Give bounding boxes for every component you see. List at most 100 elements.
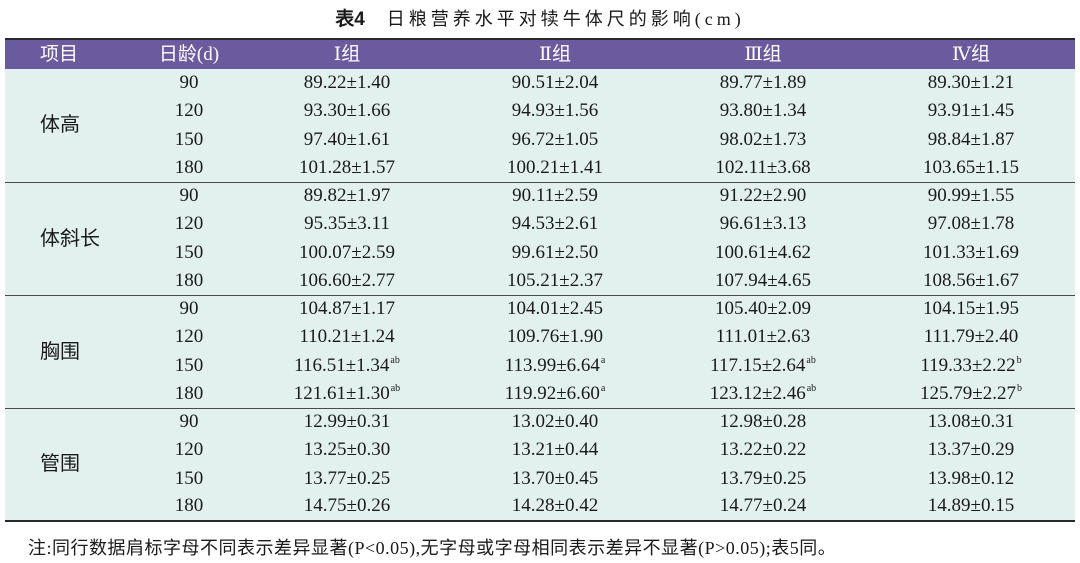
value-cell-group-2: 13.21±0.44 xyxy=(451,436,659,465)
value-cell-group-2: 90.11±2.59 xyxy=(451,181,659,211)
value-cell-group-3: 107.94±4.65 xyxy=(659,266,867,295)
value-cell-group-3: 100.61±4.62 xyxy=(659,238,867,267)
cell-value: 117.15±2.64 xyxy=(710,354,806,376)
value-cell-group-2: 94.53±2.61 xyxy=(451,210,659,239)
row-group-label: 体高 xyxy=(5,69,135,182)
significance-superscript: b xyxy=(1016,355,1022,367)
value-cell-group-4: 89.30±1.21 xyxy=(867,69,1075,98)
value-cell-group-2: 100.21±1.41 xyxy=(451,153,659,182)
cell-value: 121.61±1.30 xyxy=(293,382,390,404)
row-group-label: 管围 xyxy=(5,407,135,521)
value-cell-group-4: 101.33±1.69 xyxy=(867,238,1075,267)
value-cell-group-1: 110.21±1.24 xyxy=(243,323,451,352)
day-cell: 180 xyxy=(135,379,243,408)
table-row: 胸围 90 104.87±1.17 104.01±2.45 105.40±2.0… xyxy=(5,294,1075,408)
value-cell-group-2: 104.01±2.45 xyxy=(451,294,659,324)
value-cell-group-1: 121.61±1.30ab xyxy=(243,379,451,408)
value-cell-group-3: 98.02±1.73 xyxy=(659,125,867,154)
value-cell-group-1: 89.82±1.97 xyxy=(243,181,451,211)
day-cell: 150 xyxy=(135,125,243,154)
column-header-group-3: Ⅲ组 xyxy=(659,39,867,69)
value-cell-group-2: 90.51±2.04 xyxy=(451,69,659,98)
table-row: 120 110.21±1.24 109.76±1.90 111.01±2.63 … xyxy=(5,323,1075,352)
value-cell-group-2: 109.76±1.90 xyxy=(451,323,659,352)
value-cell-group-4: 97.08±1.78 xyxy=(867,210,1075,239)
day-cell: 150 xyxy=(135,351,243,380)
value-cell-group-4: 93.91±1.45 xyxy=(867,97,1075,126)
value-cell-group-1: 104.87±1.17 xyxy=(243,294,451,324)
day-cell: 180 xyxy=(135,266,243,295)
cell-value: 116.51±1.34 xyxy=(294,354,390,376)
day-cell: 90 xyxy=(135,407,243,437)
table-row: 180 101.28±1.57 100.21±1.41 102.11±3.68 … xyxy=(5,153,1075,182)
value-cell-group-1: 95.35±3.11 xyxy=(243,210,451,239)
significance-superscript: ab xyxy=(390,383,401,395)
table-row: 体斜长 90 89.82±1.97 90.11±2.59 91.22±2.90 … xyxy=(5,181,1075,295)
significance-superscript: ab xyxy=(806,383,817,395)
value-cell-group-1: 93.30±1.66 xyxy=(243,97,451,126)
row-group-chest-girth: 胸围 90 104.87±1.17 104.01±2.45 105.40±2.0… xyxy=(5,294,1075,408)
table-footnote: 注:同行数据肩标字母不同表示差异显著(P<0.05),无字母或字母相同表示差异不… xyxy=(28,538,837,558)
value-cell-group-4: 13.37±0.29 xyxy=(867,436,1075,465)
row-group-label: 体斜长 xyxy=(5,181,135,295)
value-cell-group-4: 13.98±0.12 xyxy=(867,464,1075,493)
value-cell-group-1: 116.51±1.34ab xyxy=(243,351,451,380)
value-cell-group-2: 113.99±6.64a xyxy=(451,351,659,380)
table-title: 日粮营养水平对犊牛体尺的影响(cm) xyxy=(386,9,745,29)
table-row: 180 14.75±0.26 14.28±0.42 14.77±0.24 14.… xyxy=(5,492,1075,521)
value-cell-group-3: 91.22±2.90 xyxy=(659,181,867,211)
significance-superscript: ab xyxy=(806,355,816,367)
day-cell: 120 xyxy=(135,436,243,465)
value-cell-group-1: 13.25±0.30 xyxy=(243,436,451,465)
row-group-body-height: 体高 90 89.22±1.40 90.51±2.04 89.77±1.89 8… xyxy=(5,69,1075,182)
cell-value: 119.33±2.22 xyxy=(920,354,1016,376)
value-cell-group-4: 90.99±1.55 xyxy=(867,181,1075,211)
value-cell-group-4: 108.56±1.67 xyxy=(867,266,1075,295)
table-row: 180 121.61±1.30ab 119.92±6.60a 123.12±2.… xyxy=(5,379,1075,408)
table-row: 150 13.77±0.25 13.70±0.45 13.79±0.25 13.… xyxy=(5,464,1075,493)
value-cell-group-1: 13.77±0.25 xyxy=(243,464,451,493)
value-cell-group-4: 103.65±1.15 xyxy=(867,153,1075,182)
value-cell-group-3: 14.77±0.24 xyxy=(659,492,867,521)
value-cell-group-1: 14.75±0.26 xyxy=(243,492,451,521)
cell-value: 125.79±2.27 xyxy=(920,382,1016,404)
cell-value: 119.92±6.60 xyxy=(504,382,600,404)
value-cell-group-2: 13.70±0.45 xyxy=(451,464,659,493)
value-cell-group-2: 99.61±2.50 xyxy=(451,238,659,267)
day-cell: 180 xyxy=(135,492,243,521)
day-cell: 150 xyxy=(135,238,243,267)
significance-superscript: b xyxy=(1016,383,1022,395)
column-header-group-2: Ⅱ组 xyxy=(451,39,659,69)
row-group-label: 胸围 xyxy=(5,294,135,408)
table-number: 表4 xyxy=(335,9,365,30)
table-header: 项目 日龄(d) Ⅰ组 Ⅱ组 Ⅲ组 Ⅳ组 xyxy=(5,39,1075,69)
row-group-body-length: 体斜长 90 89.82±1.97 90.11±2.59 91.22±2.90 … xyxy=(5,181,1075,295)
table-row: 体高 90 89.22±1.40 90.51±2.04 89.77±1.89 8… xyxy=(5,69,1075,182)
table-row: 管围 90 12.99±0.31 13.02±0.40 12.98±0.28 1… xyxy=(5,407,1075,521)
value-cell-group-2: 105.21±2.37 xyxy=(451,266,659,295)
value-cell-group-1: 89.22±1.40 xyxy=(243,69,451,98)
table-row: 150 116.51±1.34ab 113.99±6.64a 117.15±2.… xyxy=(5,351,1075,380)
day-cell: 120 xyxy=(135,323,243,352)
significance-superscript: a xyxy=(600,355,606,367)
value-cell-group-1: 101.28±1.57 xyxy=(243,153,451,182)
value-cell-group-2: 94.93±1.56 xyxy=(451,97,659,126)
value-cell-group-2: 13.02±0.40 xyxy=(451,407,659,437)
value-cell-group-3: 123.12±2.46ab xyxy=(659,379,867,408)
value-cell-group-2: 14.28±0.42 xyxy=(451,492,659,521)
value-cell-group-3: 13.22±0.22 xyxy=(659,436,867,465)
value-cell-group-3: 93.80±1.34 xyxy=(659,97,867,126)
value-cell-group-3: 102.11±3.68 xyxy=(659,153,867,182)
table-row: 120 95.35±3.11 94.53±2.61 96.61±3.13 97.… xyxy=(5,210,1075,239)
value-cell-group-4: 125.79±2.27b xyxy=(867,379,1075,408)
value-cell-group-4: 13.08±0.31 xyxy=(867,407,1075,437)
value-cell-group-3: 96.61±3.13 xyxy=(659,210,867,239)
value-cell-group-4: 98.84±1.87 xyxy=(867,125,1075,154)
value-cell-group-3: 89.77±1.89 xyxy=(659,69,867,98)
value-cell-group-2: 119.92±6.60a xyxy=(451,379,659,408)
value-cell-group-3: 12.98±0.28 xyxy=(659,407,867,437)
value-cell-group-4: 104.15±1.95 xyxy=(867,294,1075,324)
day-cell: 150 xyxy=(135,464,243,493)
day-cell: 90 xyxy=(135,294,243,324)
value-cell-group-1: 12.99±0.31 xyxy=(243,407,451,437)
